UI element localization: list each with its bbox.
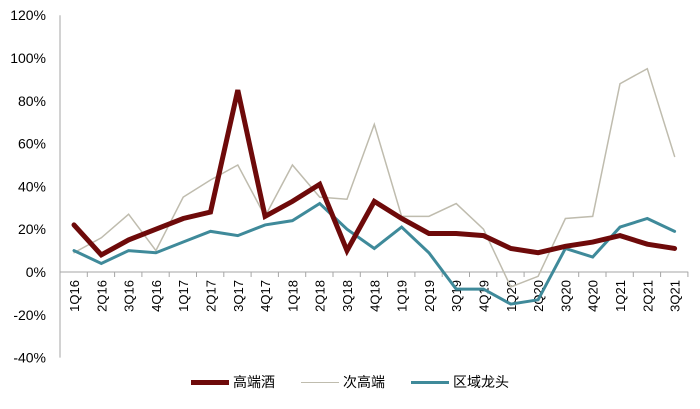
x-tick-label: 3Q17: [231, 280, 246, 312]
series-line-3: [72, 201, 677, 306]
x-tick-label: 3Q20: [558, 280, 573, 312]
y-tick-label: 120%: [10, 7, 46, 23]
x-tick-label: 1Q17: [176, 280, 191, 312]
legend-line-icon: [411, 380, 449, 384]
y-tick-label: 80%: [18, 93, 46, 109]
legend-item: 次高端: [301, 372, 385, 392]
y-tick-label: 20%: [18, 221, 46, 237]
x-tick-label: 2Q18: [313, 280, 328, 312]
legend-item: 区域龙头: [411, 372, 509, 392]
x-tick-label: 3Q21: [668, 280, 683, 312]
legend-item: 高端酒: [191, 372, 275, 392]
y-tick-label: 40%: [18, 178, 46, 194]
x-tick-label: 4Q19: [477, 280, 492, 312]
y-tick-label: 60%: [18, 136, 46, 152]
x-axis: 1Q16 2Q16 3Q16 4Q16 1Q17 2Q17 3Q17 4Q17 1Q18 2Q18…: [59, 271, 689, 312]
x-tick-label: 2Q16: [94, 280, 109, 312]
series-line-2: [73, 67, 676, 288]
x-tick-label: 1Q18: [285, 280, 300, 312]
legend-line-icon: [191, 379, 229, 385]
x-tick-label: 1Q21: [613, 280, 628, 312]
y-axis: 120% 100% 80% 60% 40% 20% 0% -20% -40%: [10, 7, 61, 366]
legend: 高端酒 次高端 区域龙头: [0, 372, 700, 392]
x-tick-label: 3Q16: [122, 280, 137, 312]
y-tick-label: 100%: [10, 50, 46, 66]
x-tick-label: 1Q16: [67, 280, 82, 312]
legend-line-icon: [301, 381, 339, 383]
legend-label: 区域龙头: [453, 374, 509, 390]
legend-label: 高端酒: [233, 374, 275, 390]
y-tick-label: 0%: [26, 264, 46, 280]
x-tick-label: 4Q17: [258, 280, 273, 312]
x-tick-label: 4Q16: [149, 280, 164, 312]
x-tick-label: 2Q19: [422, 280, 437, 312]
x-tick-label: 4Q18: [367, 280, 382, 312]
line-chart: 120% 100% 80% 60% 40% 20% 0% -20% -40% 1Q16 2Q16 3…: [10, 7, 689, 366]
y-tick-label: -40%: [13, 350, 46, 366]
x-tick-label: 2Q21: [640, 280, 655, 312]
y-tick-label: -20%: [13, 307, 46, 323]
series-line-1: [71, 89, 678, 259]
x-tick-label: 2Q17: [204, 280, 219, 312]
x-tick-label: 3Q18: [340, 280, 355, 312]
x-tick-label: 1Q19: [395, 280, 410, 312]
legend-label: 次高端: [343, 374, 385, 390]
x-tick-label: 4Q20: [586, 280, 601, 312]
series-lines: [71, 67, 678, 306]
